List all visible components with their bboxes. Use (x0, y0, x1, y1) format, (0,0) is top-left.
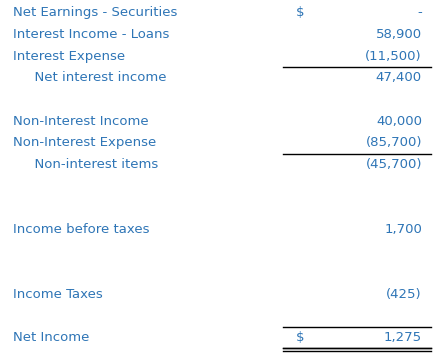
Text: 1,700: 1,700 (383, 223, 421, 236)
Text: $: $ (295, 331, 304, 344)
Text: (45,700): (45,700) (365, 158, 421, 171)
Text: Interest Income - Loans: Interest Income - Loans (13, 28, 169, 41)
Text: Income Taxes: Income Taxes (13, 288, 102, 301)
Text: Interest Expense: Interest Expense (13, 50, 125, 63)
Text: Income before taxes: Income before taxes (13, 223, 149, 236)
Text: Net interest income: Net interest income (26, 71, 166, 84)
Text: (11,500): (11,500) (365, 50, 421, 63)
Text: Non-interest items: Non-interest items (26, 158, 158, 171)
Text: (425): (425) (385, 288, 421, 301)
Text: 40,000: 40,000 (375, 115, 421, 128)
Text: -: - (416, 6, 421, 20)
Text: Non-Interest Income: Non-Interest Income (13, 115, 148, 128)
Text: Net Earnings - Securities: Net Earnings - Securities (13, 6, 177, 20)
Text: 1,275: 1,275 (383, 331, 421, 344)
Text: $: $ (295, 6, 304, 20)
Text: Non-Interest Expense: Non-Interest Expense (13, 136, 156, 149)
Text: 58,900: 58,900 (375, 28, 421, 41)
Text: 47,400: 47,400 (375, 71, 421, 84)
Text: Net Income: Net Income (13, 331, 89, 344)
Text: (85,700): (85,700) (365, 136, 421, 149)
